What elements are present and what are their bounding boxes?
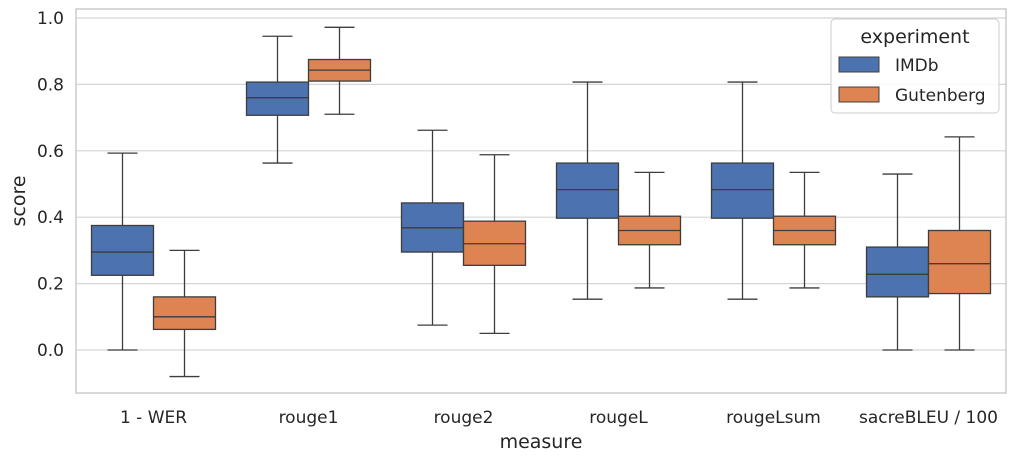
box [462,154,527,335]
y-tick-label: 0.0 [37,341,64,361]
y-tick-label: 0.2 [37,275,64,295]
box [245,35,310,164]
x-tick-label: rouge2 [434,408,494,428]
y-tick-label: 1.0 [37,9,64,29]
x-axis-ticks: 1 - WER rouge1 rouge2 rougeL rougeLsum sacreB… [120,408,998,428]
x-tick-label: rougeL [589,408,648,428]
box [927,136,992,351]
y-axis-ticks: 0.0 0.2 0.4 0.6 0.8 1.0 [37,9,64,361]
x-tick-label: sacreBLEU / 100 [859,408,998,428]
boxes [90,26,992,378]
box [90,152,155,351]
box-body [90,224,155,276]
box [865,173,930,351]
box [710,81,775,300]
legend-swatch-imdb [838,56,880,73]
legend-label-gutenberg: Gutenberg [895,86,986,106]
x-axis-label: measure [500,431,583,453]
box [617,171,682,289]
y-axis-label: score [8,175,30,226]
grid-lines [76,17,1006,351]
legend-swatch-gutenberg [838,86,880,103]
y-tick-label: 0.4 [37,208,64,228]
x-tick-label: 1 - WER [120,408,187,428]
box-body [927,229,992,295]
legend-label-imdb: IMDb [895,56,939,76]
box-body [710,162,775,219]
legend-title: experiment [860,26,969,48]
box [400,129,465,326]
y-tick-label: 0.8 [37,75,64,95]
x-tick-label: rouge1 [279,408,339,428]
box [152,249,217,378]
box [772,171,837,289]
box-body [555,162,620,219]
box-body [245,81,310,116]
y-tick-label: 0.6 [37,142,64,162]
x-tick-label: rougeLsum [726,408,821,428]
plot-frame [75,8,1007,394]
legend: experiment IMDb Gutenberg [830,18,1000,114]
box-body [865,246,930,298]
box [307,26,372,115]
box [555,81,620,300]
box-body [152,296,217,331]
